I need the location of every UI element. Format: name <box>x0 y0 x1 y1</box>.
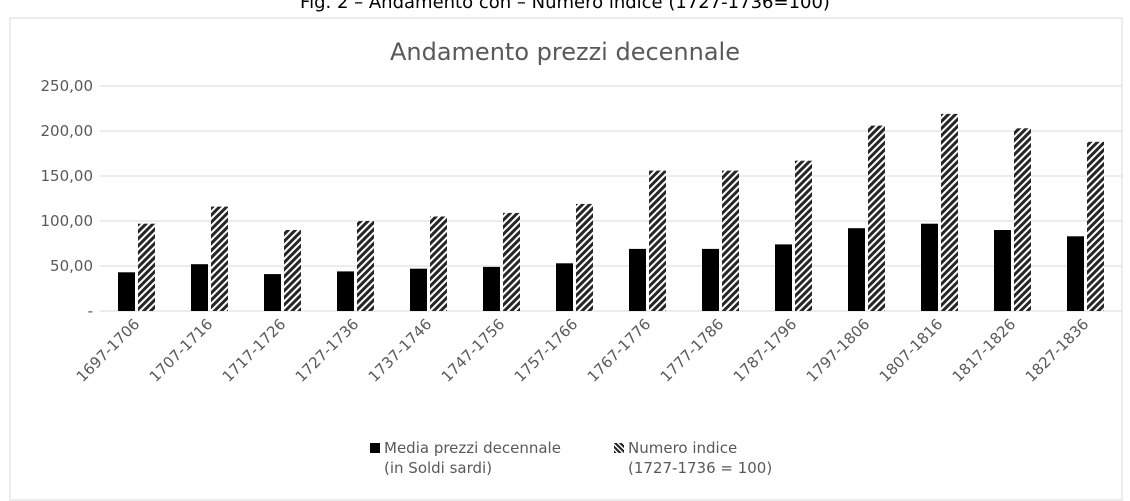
x-tick-label: 1717-1726 <box>219 315 290 386</box>
figure-caption: Fig. 2 – Andamento con – Numero indice (… <box>300 0 830 13</box>
bar <box>868 125 885 311</box>
bar <box>795 160 812 311</box>
legend-entry: Numero indice (1727-1736 = 100) <box>614 438 773 478</box>
bar <box>357 221 374 311</box>
x-tick-label: 1807-1816 <box>876 315 947 386</box>
bar <box>284 230 301 311</box>
bar <box>1067 236 1084 311</box>
bar <box>941 113 958 312</box>
bar <box>191 264 208 311</box>
bar <box>722 170 739 311</box>
y-tick-label: 100,00 <box>41 212 94 230</box>
bar <box>629 248 646 311</box>
y-tick-label: - <box>88 302 93 320</box>
x-tick-label: 1797-1806 <box>803 315 874 386</box>
bar <box>118 272 135 311</box>
bar <box>503 212 520 311</box>
x-tick-label: 1827-1836 <box>1022 315 1093 386</box>
bar <box>483 266 500 311</box>
legend-label: Media prezzi decennale (in Soldi sardi) <box>384 439 561 477</box>
legend-swatch <box>614 443 624 453</box>
bar <box>556 263 573 311</box>
x-tick-label: 1707-1716 <box>146 315 217 386</box>
bar <box>1087 141 1104 311</box>
legend-label: Numero indice (1727-1736 = 100) <box>628 439 773 477</box>
x-tick-label: 1767-1776 <box>584 315 655 386</box>
bar <box>430 216 447 311</box>
x-tick-label: 1787-1796 <box>730 315 801 386</box>
y-tick-label: 250,00 <box>41 77 94 95</box>
y-tick-label: 200,00 <box>41 122 94 140</box>
chart-title: Andamento prezzi decennale <box>390 38 740 66</box>
legend-swatch <box>370 443 380 453</box>
x-tick-label: 1697-1706 <box>73 315 144 386</box>
bar <box>211 206 228 311</box>
y-tick-label: 150,00 <box>41 167 94 185</box>
bar <box>702 248 719 311</box>
bar <box>994 230 1011 311</box>
y-tick-label: 50,00 <box>50 257 93 275</box>
bar <box>1014 128 1031 311</box>
x-tick-label: 1777-1786 <box>657 315 728 386</box>
bar <box>264 274 281 311</box>
bar <box>848 228 865 311</box>
bar <box>775 244 792 311</box>
bar <box>576 203 593 311</box>
chart-border <box>9 17 1123 501</box>
bar <box>649 170 666 311</box>
x-tick-label: 1757-1766 <box>511 315 582 386</box>
legend-entry: Media prezzi decennale (in Soldi sardi) <box>370 438 561 478</box>
x-tick-label: 1747-1756 <box>438 315 509 386</box>
x-tick-label: 1737-1746 <box>365 315 436 386</box>
x-tick-label: 1727-1736 <box>292 315 363 386</box>
x-tick-label: 1817-1826 <box>949 315 1020 386</box>
bar <box>921 223 938 311</box>
bar <box>337 271 354 311</box>
bar <box>410 268 427 311</box>
bar <box>138 223 155 311</box>
